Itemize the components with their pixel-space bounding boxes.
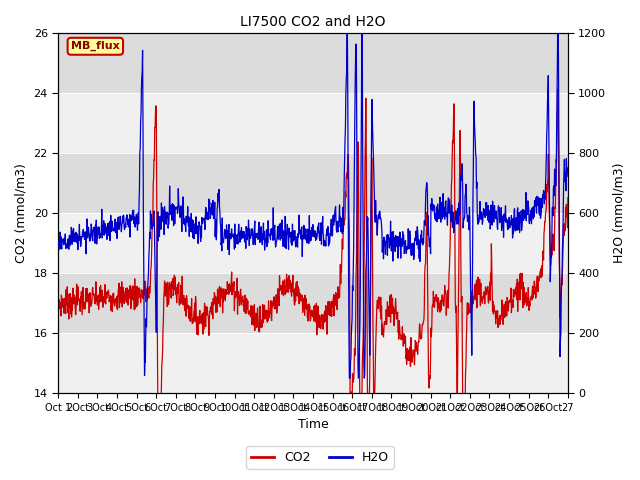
- Y-axis label: H2O (mmol/m3): H2O (mmol/m3): [612, 163, 625, 264]
- X-axis label: Time: Time: [298, 419, 328, 432]
- Y-axis label: CO2 (mmol/m3): CO2 (mmol/m3): [15, 163, 28, 263]
- Bar: [58, 213, 568, 273]
- Text: MB_flux: MB_flux: [71, 41, 120, 51]
- Bar: [58, 333, 568, 393]
- Bar: [58, 93, 568, 153]
- Bar: [58, 153, 568, 213]
- Bar: [58, 33, 568, 93]
- Bar: [58, 273, 568, 333]
- Legend: CO2, H2O: CO2, H2O: [246, 446, 394, 469]
- Title: LI7500 CO2 and H2O: LI7500 CO2 and H2O: [240, 15, 386, 29]
